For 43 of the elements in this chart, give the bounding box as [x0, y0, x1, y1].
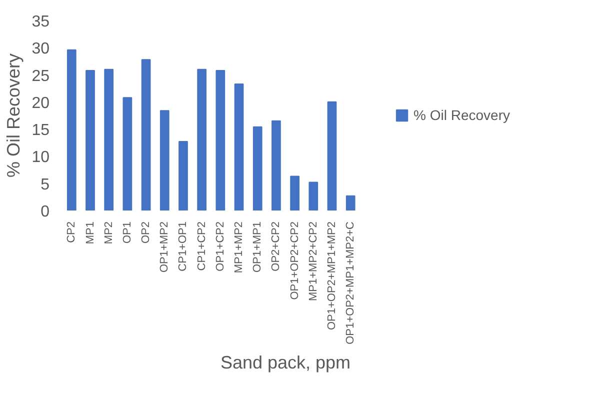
- y-tick-label: 30: [32, 40, 50, 58]
- bar: [197, 68, 207, 210]
- bar: [290, 176, 300, 210]
- bar: [234, 84, 244, 210]
- bar: [160, 110, 170, 210]
- bar: [178, 141, 188, 210]
- bar: [252, 126, 262, 210]
- x-tick-label: CP1+CP2: [196, 221, 208, 271]
- y-tick-label: 10: [32, 149, 50, 166]
- bar: [327, 101, 337, 210]
- x-tick-label: OP1: [121, 221, 134, 244]
- x-tick-label: OP1+OP2+MP1+MP2+C: [344, 221, 357, 344]
- y-tick-label: 0: [40, 204, 50, 220]
- bar: [308, 182, 318, 210]
- y-tick-label: 15: [32, 122, 50, 140]
- x-tick-label: OP1+CP2: [214, 221, 226, 272]
- x-tick-label: OP1+MP2: [158, 221, 171, 273]
- bar: [86, 70, 95, 210]
- y-tick-label: 20: [32, 94, 50, 112]
- y-tick-label: 35: [32, 14, 50, 30]
- x-tick-label: CP1+OP1: [177, 221, 190, 272]
- x-tick-label: OP2: [140, 221, 152, 244]
- bar: [122, 97, 132, 210]
- bar: [272, 120, 281, 210]
- x-tick-label: CP2: [66, 221, 78, 243]
- bar: [141, 59, 151, 210]
- bar: [66, 49, 76, 210]
- x-tick-label: OP1+OP2+CP2: [288, 221, 301, 300]
- x-tick-label: OP2+CP2: [270, 221, 282, 272]
- bar: [346, 195, 356, 210]
- x-tick-label: OP1+MP1: [252, 221, 264, 273]
- bar: [104, 68, 114, 210]
- y-tick-label: 25: [32, 68, 50, 85]
- x-tick-label: MP1+MP2: [233, 221, 246, 274]
- x-tick-label: MP1+MP2+CP2: [307, 221, 320, 301]
- bar: [216, 70, 226, 210]
- y-axis-title: % Oil Recovery: [4, 53, 24, 178]
- x-tick-label: OP1+OP2+MP1+MP2: [326, 221, 338, 330]
- y-tick-label: 5: [40, 176, 50, 194]
- x-tick-label: MP2: [102, 221, 115, 244]
- x-tick-label: MP1: [84, 221, 96, 244]
- x-axis-title: Sand pack, ppm: [220, 352, 351, 372]
- legend-label: % Oil Recovery: [414, 107, 510, 123]
